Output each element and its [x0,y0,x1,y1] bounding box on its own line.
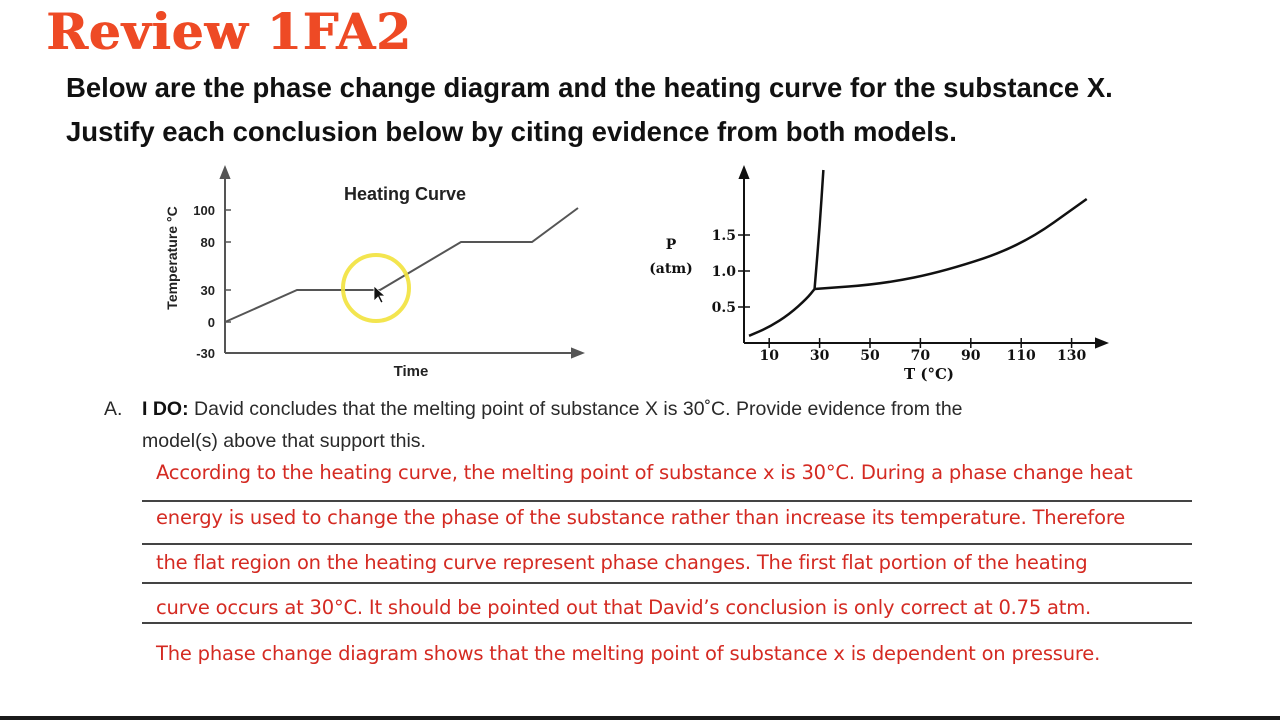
heating-y-tick-label: 80 [201,235,215,250]
phase-x-tick-label: 10 [759,348,779,364]
ruled-line-3 [142,582,1192,584]
phase-y-tick-label: 0.5 [712,300,736,316]
phase-y-axis-label: P [666,237,677,253]
heating-curve-chart: Heating Curve Time Temperature °C 100 80 3… [164,165,585,380]
heating-y-tick-label: -30 [196,346,215,361]
phase-y-axis-unit: (atm) [649,261,693,277]
phase-diagram-chart: P (atm) T (°C) 10 30 50 70 90 110 130 0.5 1.0 1.5 [649,165,1109,383]
question-label: I DO: [142,398,189,420]
phase-x-axis-label: T (°C) [904,365,954,383]
heating-chart-title: Heating Curve [344,184,466,204]
question-letter: A. [104,398,123,420]
ruled-line-4 [142,622,1192,624]
cursor-highlight-ring [341,253,411,323]
phase-x-tick-label: 30 [810,348,830,364]
mouse-cursor-icon [373,285,387,304]
heating-y-axis-label: Temperature °C [164,206,180,309]
heating-curve-line [224,207,579,323]
sublimation-curve [748,288,816,337]
phase-y-tick-label: 1.5 [712,228,736,244]
question-text-2: model(s) above that support this. [142,430,426,452]
heating-y-tick-label: 100 [193,203,215,218]
heating-y-tick-label: 0 [208,315,215,330]
answer-line-5: The phase change diagram shows that the … [156,642,1101,665]
phase-x-tick-label: 110 [1007,348,1036,364]
intro-line-1: Below are the phase change diagram and t… [66,72,1113,103]
intro-line-2: Justify each conclusion below by citing … [66,116,957,147]
answer-line-1: According to the heating curve, the melt… [156,461,1133,484]
bottom-edge [0,716,1280,720]
phase-y-tick-label: 1.0 [712,264,737,280]
slide-title: Review 1FA2 [46,2,412,61]
heating-x-axis-label: Time [394,363,429,380]
question-line-1: A. I DO: David concludes that the melting… [104,398,963,421]
question-text-1: David concludes that the melting point o… [188,398,963,420]
answer-line-4: curve occurs at 30°C. It should be point… [156,596,1092,619]
ruled-line-1 [142,500,1192,502]
phase-x-tick-label: 90 [961,348,981,364]
phase-x-tick-label: 50 [860,348,880,364]
answer-line-3: the flat region on the heating curve rep… [156,551,1088,574]
heating-y-tick-label: 30 [201,283,215,298]
phase-x-tick-label: 130 [1057,348,1086,364]
answer-line-2: energy is used to change the phase of th… [156,506,1126,529]
melting-curve [813,169,825,290]
ruled-line-2 [142,543,1192,545]
phase-x-tick-label: 70 [911,348,931,364]
vaporization-curve [814,197,1088,291]
